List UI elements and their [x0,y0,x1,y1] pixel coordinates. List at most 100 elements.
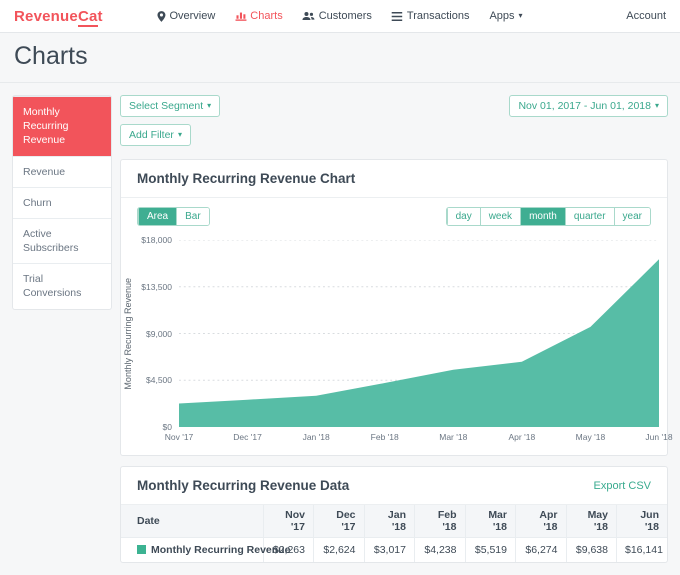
chart-toolbar: Area Bar day week month quarter y [121,198,667,230]
nav-item-label: Charts [250,10,283,22]
x-tick-label: Dec '17 [233,432,262,442]
sidebar-item-active-subscribers[interactable]: Active Subscribers [13,217,111,263]
mrr-data-table: Date Nov '17 Dec '17 Jan '18 Feb '18 Mar '18 A… [121,505,667,562]
account-link[interactable]: Account [626,10,666,22]
series-swatch-icon [137,545,146,554]
sidebar-item-revenue[interactable]: Revenue [13,155,111,187]
value-cell: $5,519 [464,537,516,562]
x-tick-label: May '18 [575,432,606,442]
value-cell: $2,624 [313,537,364,562]
x-tick-label: Apr '18 [508,432,536,442]
revenuecat-logo[interactable]: RevenueCat [14,7,103,27]
x-tick-label: Nov '17 [164,432,194,442]
table-column-header: Dec '17 [313,505,364,538]
table-header-row: Date Nov '17 Dec '17 Jan '18 Feb '18 Mar '18 A… [121,505,667,538]
select-segment-label: Select Segment [129,100,204,112]
add-filter-button[interactable]: Add Filter ▾ [120,124,191,146]
add-filter-label: Add Filter [129,129,174,141]
value-cell: $4,238 [414,537,465,562]
mrr-area-chart: Monthly Recurring Revenue $0 $4,500 $9,000… [123,235,673,445]
value-cell: $9,638 [565,537,617,562]
nav-item-label: Apps [489,10,515,22]
list-icon [392,11,403,21]
table-column-header: Jan '18 [363,505,415,538]
chart-type-toggle: Area Bar [137,207,210,226]
sidebar-item-label: Active Subscribers [23,227,79,255]
value-cell: $16,141 [616,537,667,562]
charts-sidebar: Monthly Recurring Revenue Revenue Churn … [12,95,112,310]
sidebar-item-churn[interactable]: Churn [13,186,111,218]
logo-text-revenue: Revenue [14,7,78,25]
filter-controls: Select Segment ▾ Nov 01, 2017 - Jun 01, … [120,95,668,146]
table-column-header: Nov '17 [262,505,314,538]
sidebar-item-label: Monthly Recurring Revenue [23,106,69,147]
series-label-cell: Monthly Recurring Revenue [121,537,290,562]
chart-type-toggle-button-area[interactable]: Area [138,208,177,225]
nav-item-apps[interactable]: Apps ▾ [489,10,522,22]
table-card-title: Monthly Recurring Revenue Data [137,478,350,493]
x-tick-label: Mar '18 [439,432,468,442]
x-tick-label: Jan '18 [302,432,330,442]
sidebar-item-monthly-recurring-revenue[interactable]: Monthly Recurring Revenue [13,96,111,156]
page-title: Charts [14,42,88,70]
date-range-button[interactable]: Nov 01, 2017 - Jun 01, 2018 ▾ [509,95,668,117]
sidebar-item-label: Revenue [23,165,66,178]
y-axis-ticks: $0 $4,500 $9,000 $13,500 $18,000 [130,235,172,432]
logo-text-ca: Ca [77,7,98,27]
main-panel: Select Segment ▾ Nov 01, 2017 - Jun 01, … [120,95,673,563]
table-column-header: Jun '18 [616,505,667,538]
people-icon [302,11,315,21]
table-column-header: May '18 [565,505,617,538]
caret-down-icon: ▾ [654,101,659,110]
sidebar-item-label: Trial Conversions [23,273,82,300]
period-toggle-button-year[interactable]: year [613,208,650,225]
nav-menu: Overview Charts Customers Transactions [157,10,523,22]
nav-item-charts[interactable]: Charts [235,10,283,22]
select-segment-button[interactable]: Select Segment ▾ [120,95,221,117]
caret-down-icon: ▾ [207,101,212,110]
chart-type-toggle-button-bar[interactable]: Bar [176,208,209,225]
x-tick-label: Jun '18 [645,432,673,442]
period-toggle-button-quarter[interactable]: quarter [564,208,614,225]
period-toggle-button-week[interactable]: week [479,208,521,225]
page-header: Charts [0,33,680,83]
period-toggle-button-month[interactable]: month [520,208,565,225]
table-column-header: Feb '18 [414,505,465,538]
date-range-label: Nov 01, 2017 - Jun 01, 2018 [518,100,651,112]
data-table-card: Monthly Recurring Revenue Data Export CS… [120,466,668,563]
table-row: Monthly Recurring Revenue $2,263 $2,624 $3,… [121,537,667,562]
period-toggle: day week month quarter year [445,207,651,226]
value-cell: $6,274 [515,537,566,562]
top-nav-bar: RevenueCat Overview Charts Customers [0,0,680,33]
nav-item-overview[interactable]: Overview [157,10,215,22]
nav-item-customers[interactable]: Customers [302,10,372,22]
nav-item-transactions[interactable]: Transactions [392,10,470,22]
sidebar-item-trial-conversions[interactable]: Trial Conversions [13,263,111,308]
pin-icon [157,10,166,22]
content: Monthly Recurring Revenue Revenue Churn … [0,83,680,575]
nav-item-label: Transactions [406,10,470,22]
table-column-header: Apr '18 [515,505,566,538]
nav-item-label: Customers [318,10,372,22]
nav-item-label: Overview [169,10,216,22]
y-tick-label: $9,000 [146,328,172,339]
chart-card: Monthly Recurring Revenue Chart Area Bar… [120,159,673,456]
y-tick-label: $0 [162,422,172,432]
period-toggle-button-day[interactable]: day [446,208,480,225]
x-tick-label: Feb '18 [370,432,399,442]
value-cell: $3,017 [363,537,415,562]
chart-card-title: Monthly Recurring Revenue Chart [137,171,356,186]
chart-plot: $0 $4,500 $9,000 $13,500 $18,000 [141,235,659,432]
area-chart-svg [179,240,659,427]
table-column-header: Mar '18 [464,505,516,538]
table-column-header: Date [121,505,263,538]
y-tick-label: $13,500 [141,281,172,292]
sidebar-item-label: Churn [23,196,52,209]
logo-text-t: t [97,7,103,25]
bar-chart-icon [235,11,247,21]
export-csv-link[interactable]: Export CSV [593,479,651,492]
y-tick-label: $4,500 [146,375,172,386]
x-axis-labels: Nov '17 Dec '17 Jan '18 Feb '18 Mar '18 Apr '… [165,427,673,445]
y-tick-label: $18,000 [141,235,172,245]
caret-down-icon: ▾ [177,130,182,139]
